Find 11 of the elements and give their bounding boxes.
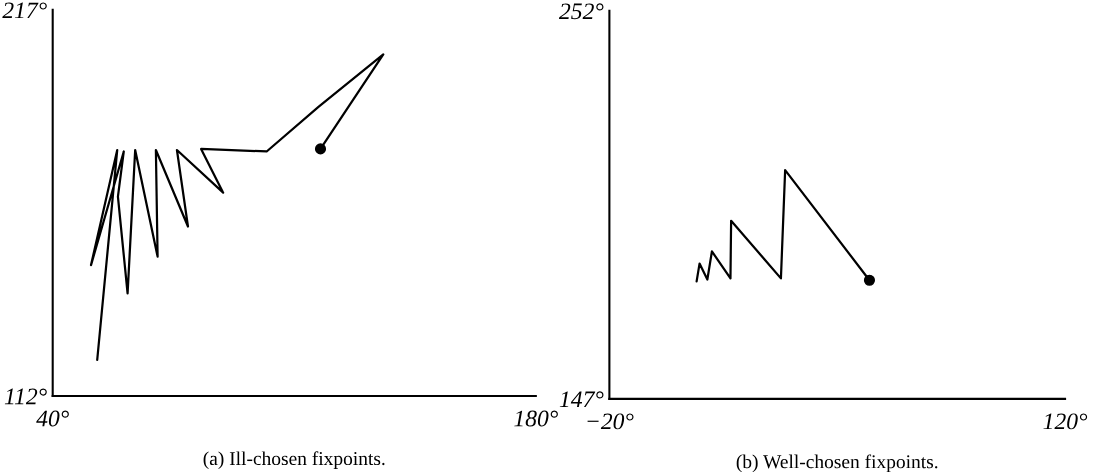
x-tick-label: 40° [36, 410, 69, 427]
y-tick-label: 217° [2, 2, 47, 19]
x-tick-label: −20° [587, 413, 634, 430]
y-tick-label: 112° [4, 388, 47, 405]
x-tick-label: 180° [514, 410, 558, 427]
line-series [89, 53, 385, 362]
text: (b) Well-chosen fixpoints. [736, 454, 938, 472]
text: (a) Ill-chosen fixpoints. [203, 451, 385, 470]
x-tick-label: 120° [1043, 413, 1088, 430]
y-tick-label: 252° [558, 3, 604, 20]
y-tick-label: 147° [559, 391, 604, 408]
